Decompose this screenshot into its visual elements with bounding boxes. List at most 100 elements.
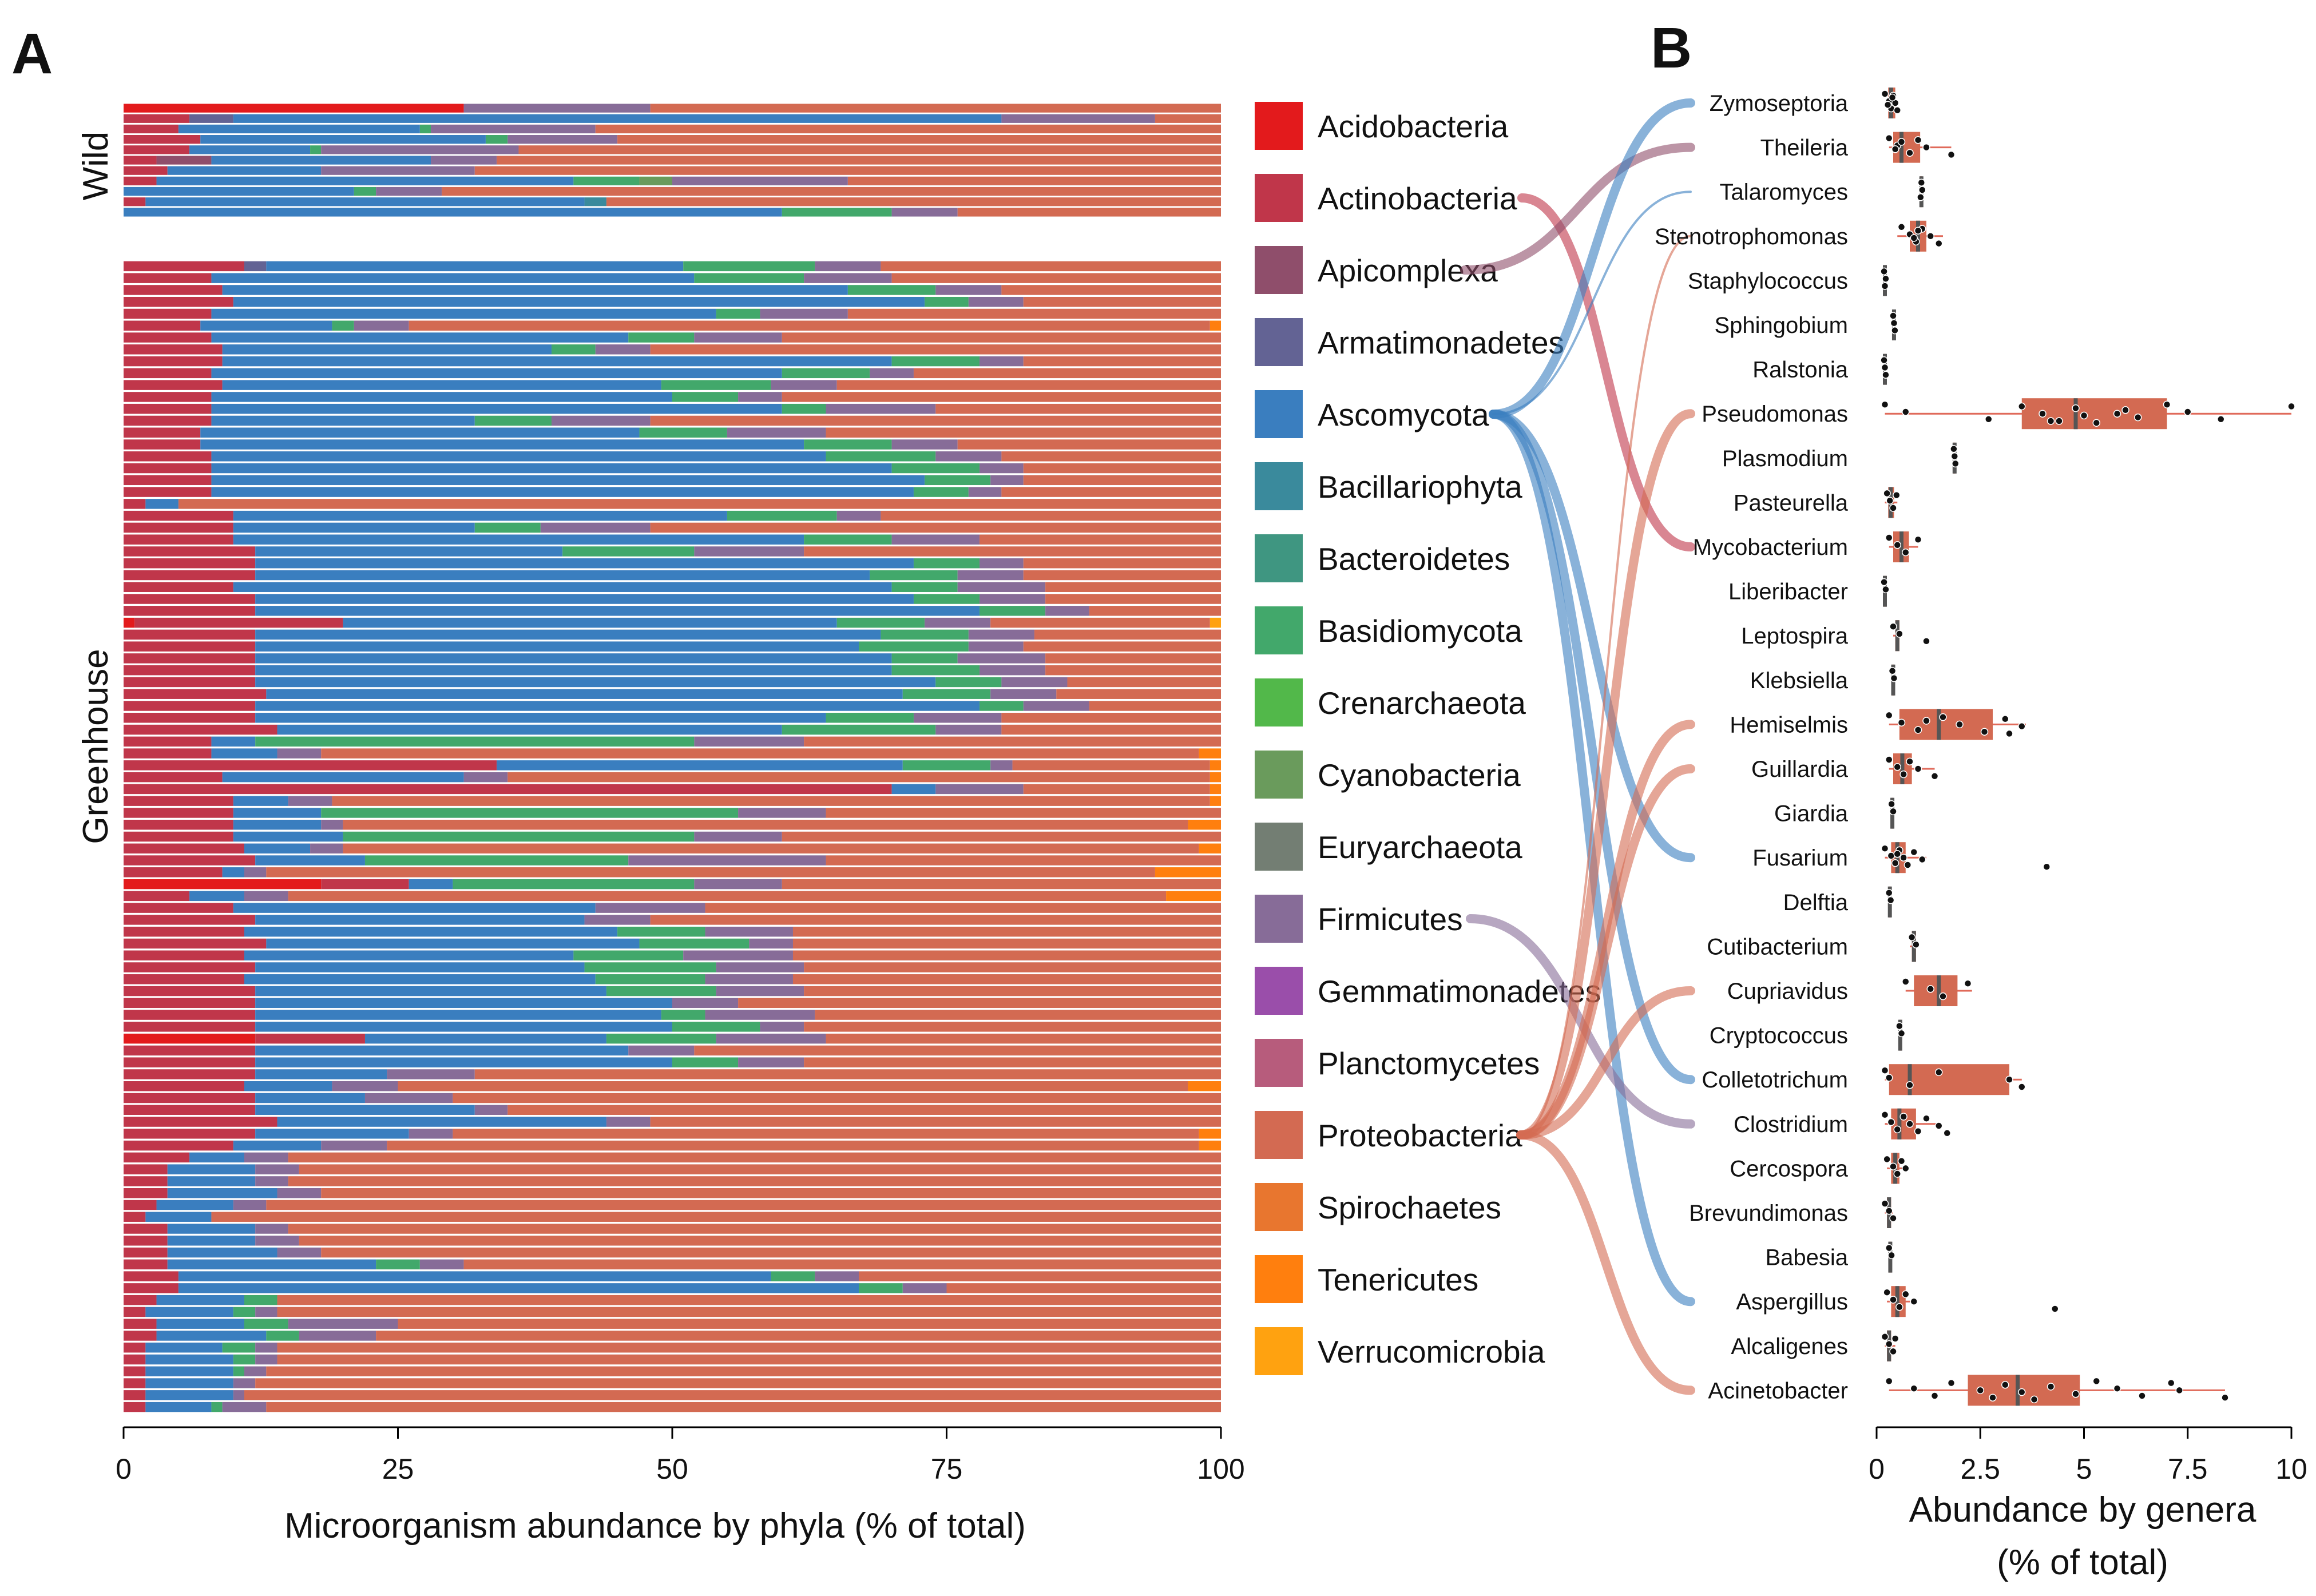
bar-greenhouse-5-firmicutes	[354, 320, 409, 331]
point-staphylococcus-0	[1880, 267, 1888, 276]
point-pseudomonas-6	[2072, 404, 2080, 412]
bar-greenhouse-38-firmicutes	[913, 713, 1002, 723]
point-babesia-0	[1885, 1244, 1893, 1252]
point-colletotrichum-5	[2018, 1083, 2026, 1091]
bar-greenhouse-4-firmicutes	[760, 308, 848, 319]
bar-greenhouse-18-firmicutes	[990, 475, 1024, 486]
bar-greenhouse-75-firmicutes	[244, 1152, 288, 1163]
bar-greenhouse-70-actinobacteria	[124, 1093, 256, 1103]
point-fusarium-9	[1893, 850, 1901, 858]
genus-label-aspergillus: Aspergillus	[1736, 1289, 1848, 1315]
bar-greenhouse-26-basidiomycota	[870, 570, 958, 581]
bar-greenhouse-89-proteobacteria	[398, 1319, 1221, 1329]
genus-label-klebsiella: Klebsiella	[1750, 668, 1849, 693]
bar-greenhouse-84-basidiomycota	[376, 1259, 420, 1270]
bar-wild-5-firmicutes	[431, 156, 497, 165]
point-hemiselmis-6	[2001, 715, 2009, 723]
point-cercospora-1	[1889, 1162, 1897, 1170]
legend-label-basidiomycota: Basidiomycota	[1318, 613, 1522, 649]
point-clostridium-5	[1914, 1127, 1922, 1136]
bar-greenhouse-1-basidiomycota	[694, 273, 804, 283]
bar-greenhouse-92-actinobacteria	[124, 1354, 146, 1365]
point-sphingobium-1	[1890, 319, 1898, 327]
bar-greenhouse-52-proteobacteria	[782, 879, 1221, 890]
bar-greenhouse-22-basidiomycota	[474, 522, 541, 533]
bar-greenhouse-45-tenericutes	[1209, 796, 1221, 806]
point-cercospora-3	[1897, 1157, 1906, 1165]
bar-greenhouse-9-proteobacteria	[913, 368, 1221, 379]
bar-greenhouse-58-actinobacteria	[124, 950, 244, 960]
bar-greenhouse-80-ascomycota	[145, 1212, 212, 1222]
legend-label-verrucomicrobia: Verrucomicrobia	[1318, 1334, 1545, 1369]
bar-greenhouse-50-basidiomycota	[364, 855, 629, 866]
bar-greenhouse-86-ascomycota	[178, 1283, 859, 1293]
bar-greenhouse-61-actinobacteria	[124, 986, 256, 996]
bar-greenhouse-31-basidiomycota	[881, 629, 969, 640]
bar-greenhouse-91-ascomycota	[145, 1343, 223, 1353]
bar-greenhouse-26-proteobacteria	[1023, 570, 1221, 581]
legend-label-armatimonadetes: Armatimonadetes	[1318, 325, 1564, 360]
point-staphylococcus-1	[1882, 275, 1890, 283]
point-clostridium-2	[1893, 1125, 1901, 1134]
bar-greenhouse-15-firmicutes	[891, 439, 958, 450]
point-clostridium-6	[1922, 1114, 1930, 1122]
point-colletotrichum-4	[2005, 1075, 2013, 1083]
bar-greenhouse-89-actinobacteria	[124, 1319, 157, 1329]
bar-greenhouse-63-basidiomycota	[661, 1010, 705, 1020]
point-guillardia-5	[1930, 772, 1939, 780]
bar-wild-1-armatimonadetes	[189, 114, 233, 123]
link-firmicutes-clostridium	[1466, 914, 1695, 1129]
bar-greenhouse-92-ascomycota	[145, 1354, 233, 1365]
legend-swatch-apicomplexa	[1255, 246, 1303, 294]
bar-greenhouse-82-firmicutes	[255, 1236, 299, 1246]
point-acinetobacter-0	[1885, 1377, 1893, 1385]
bar-greenhouse-21-firmicutes	[836, 510, 881, 521]
point-pseudomonas-12	[2184, 408, 2192, 416]
bar-greenhouse-87-actinobacteria	[124, 1295, 157, 1305]
bar-greenhouse-40-firmicutes	[694, 736, 804, 747]
point-pasteurella-2	[1889, 504, 1897, 512]
bar-greenhouse-23-actinobacteria	[124, 534, 233, 545]
bar-greenhouse-2-actinobacteria	[124, 285, 223, 295]
bar-greenhouse-87-proteobacteria	[277, 1295, 1221, 1305]
bar-greenhouse-86-proteobacteria	[946, 1283, 1221, 1293]
point-leptospira-2	[1922, 637, 1930, 645]
bar-greenhouse-77-proteobacteria	[288, 1176, 1222, 1186]
genus-label-fusarium: Fusarium	[1752, 845, 1848, 871]
x-tick-label-phyla-0: 0	[116, 1453, 132, 1485]
bar-greenhouse-6-ascomycota	[211, 332, 629, 343]
genus-label-liberibacter: Liberibacter	[1728, 579, 1848, 605]
genus-label-zymoseptoria: Zymoseptoria	[1710, 91, 1849, 116]
bar-greenhouse-33-actinobacteria	[124, 653, 256, 664]
point-clostridium-0	[1881, 1111, 1889, 1119]
bar-greenhouse-18-actinobacteria	[124, 475, 212, 486]
bar-greenhouse-15-proteobacteria	[957, 439, 1221, 450]
bar-greenhouse-42-actinobacteria	[124, 760, 497, 771]
bar-greenhouse-28-actinobacteria	[124, 594, 256, 604]
point-giardia-1	[1889, 807, 1897, 816]
bar-wild-9-proteobacteria	[606, 197, 1221, 207]
bar-greenhouse-66-proteobacteria	[694, 1045, 1221, 1056]
bar-greenhouse-91-proteobacteria	[277, 1343, 1221, 1353]
bar-greenhouse-88-actinobacteria	[124, 1307, 146, 1317]
x-tick-label-phyla-100: 100	[1197, 1453, 1244, 1485]
x-tick-label-phyla-50: 50	[656, 1453, 688, 1485]
bar-greenhouse-91-firmicutes	[255, 1343, 277, 1353]
point-pseudomonas-16	[2047, 417, 2055, 425]
genus-label-brevundimonas: Brevundimonas	[1689, 1201, 1848, 1226]
bar-greenhouse-29-proteobacteria	[1089, 606, 1221, 616]
bar-greenhouse-81-proteobacteria	[288, 1224, 1222, 1234]
bar-greenhouse-85-proteobacteria	[859, 1271, 1221, 1281]
bar-wild-7-ascomycota	[156, 176, 574, 185]
point-colletotrichum-1	[1885, 1074, 1893, 1082]
bar-greenhouse-37-proteobacteria	[1089, 701, 1221, 711]
bar-greenhouse-32-proteobacteria	[1023, 641, 1221, 652]
bar-greenhouse-33-ascomycota	[255, 653, 892, 664]
bar-greenhouse-55-firmicutes	[584, 915, 651, 925]
point-cutibacterium-1	[1912, 940, 1920, 948]
point-leptospira-1	[1895, 630, 1903, 638]
bar-greenhouse-38-proteobacteria	[1001, 713, 1221, 723]
bar-greenhouse-54-proteobacteria	[705, 903, 1221, 913]
bar-greenhouse-39-ascomycota	[277, 724, 782, 735]
bar-greenhouse-44-firmicutes	[935, 784, 1024, 795]
